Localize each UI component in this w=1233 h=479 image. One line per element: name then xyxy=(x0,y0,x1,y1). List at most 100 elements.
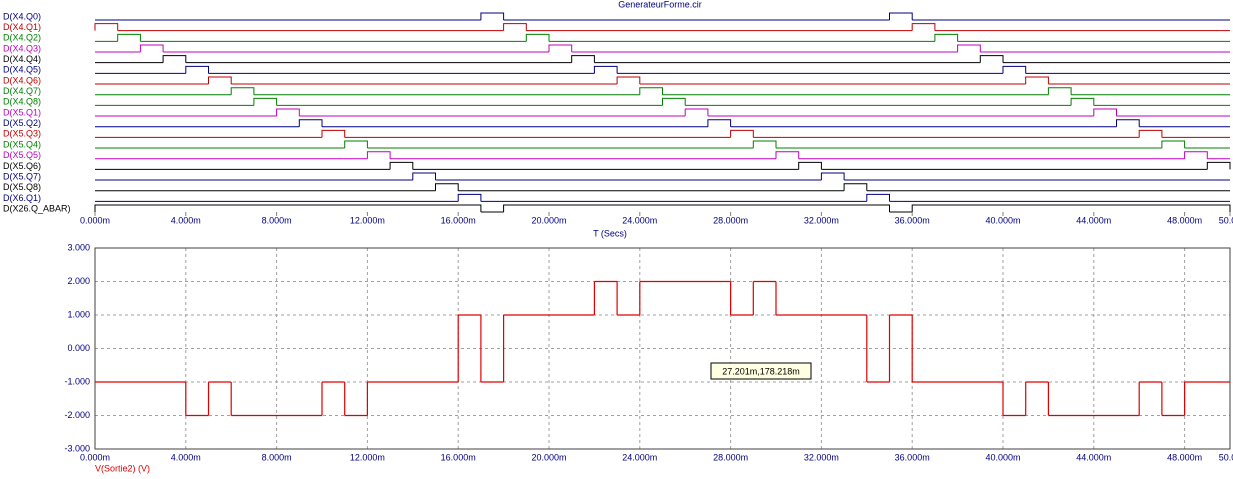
x-tick-label: 0.000m xyxy=(80,215,110,225)
pulse xyxy=(662,97,686,106)
y-tick-label: 2.000 xyxy=(67,276,90,286)
x-tick-label: 8.000m xyxy=(262,452,292,462)
x-axis-label: T (Secs) xyxy=(593,228,627,238)
pulse xyxy=(435,183,459,191)
pulse xyxy=(752,140,777,149)
pulse xyxy=(911,204,1231,213)
x-tick-label: 28.000m xyxy=(713,452,748,462)
signal-name: D(X5.Q3) xyxy=(3,129,41,139)
chart-title: GenerateurForme.cir xyxy=(618,0,702,9)
y-tick-label: -2.000 xyxy=(64,410,90,420)
annotation-box xyxy=(710,362,812,380)
signal-name: D(X4.Q7) xyxy=(3,86,41,96)
x-tick-label: 24.000m xyxy=(622,452,657,462)
pulse xyxy=(389,161,414,170)
pulse xyxy=(911,23,936,31)
pulse xyxy=(230,87,255,95)
pulse xyxy=(730,129,754,138)
signal-name: D(X26.Q_ABAR) xyxy=(3,203,71,213)
x-tick-label: 20.000m xyxy=(531,215,566,225)
signal-name: D(X4.Q5) xyxy=(3,65,41,75)
pulse xyxy=(707,119,732,127)
signal-name: D(X4.Q4) xyxy=(3,54,41,64)
y-tick-label: -3.000 xyxy=(64,443,90,453)
pulse xyxy=(185,65,209,74)
pulse xyxy=(480,12,505,20)
pulse xyxy=(934,33,959,42)
x-tick-label: 16.000m xyxy=(441,215,476,225)
x-tick-label: 48.000m xyxy=(1167,215,1202,225)
pulse xyxy=(548,44,573,53)
signal-name: D(X6.Q1) xyxy=(3,193,41,203)
x-tick-label: 0.000m xyxy=(80,452,110,462)
pulse xyxy=(503,23,527,31)
pulse xyxy=(1070,97,1095,106)
signal-name: D(X5.Q2) xyxy=(3,118,41,128)
x-tick-label: 4.000m xyxy=(171,452,201,462)
pulse xyxy=(1161,140,1186,149)
pulse xyxy=(979,55,1004,63)
y-tick-label: 3.000 xyxy=(67,242,90,252)
pulse xyxy=(775,151,800,159)
x-tick-label: 16.000m xyxy=(441,452,476,462)
pulse xyxy=(616,76,641,85)
x-tick-label: 36.000m xyxy=(895,452,930,462)
pulse xyxy=(593,65,618,74)
pulse xyxy=(139,44,164,53)
pulse xyxy=(639,87,663,95)
pulse xyxy=(798,161,822,170)
plot-frame xyxy=(94,247,1231,450)
signal-name: D(X4.Q3) xyxy=(3,43,41,53)
pulse xyxy=(571,55,595,63)
x-tick-label: 32.000m xyxy=(804,215,839,225)
signal-name: D(X5.Q1) xyxy=(3,107,41,117)
pulse xyxy=(94,204,482,213)
x-tick-label: 40.000m xyxy=(985,215,1020,225)
pulse xyxy=(117,33,141,42)
signal-name: D(X4.Q6) xyxy=(3,75,41,85)
signal-name: D(X5.Q5) xyxy=(3,150,41,160)
y-tick-label: 1.000 xyxy=(67,309,90,319)
x-tick-label: 20.000m xyxy=(531,452,566,462)
y-tick-label: -1.000 xyxy=(64,376,90,386)
x-tick-label: 28.000m xyxy=(713,215,748,225)
pulse xyxy=(1184,151,1208,159)
pulse xyxy=(503,204,890,213)
signal-name: D(X4.Q2) xyxy=(3,33,41,43)
x-tick-label: 8.000m xyxy=(262,215,292,225)
x-tick-label: 44.000m xyxy=(1076,215,1111,225)
signal-name: D(X5.Q6) xyxy=(3,161,41,171)
signal-name: D(X4.Q1) xyxy=(3,22,41,32)
x-tick-label: 50.00 xyxy=(1219,215,1233,225)
pulse xyxy=(1116,119,1140,127)
pulse xyxy=(525,33,550,42)
pulse xyxy=(253,97,278,106)
pulse xyxy=(1093,108,1117,117)
pulse xyxy=(1138,129,1163,138)
x-tick-label: 44.000m xyxy=(1076,452,1111,462)
x-tick-label: 12.000m xyxy=(350,452,385,462)
pulse xyxy=(843,183,868,191)
pulse xyxy=(1047,87,1072,95)
pulse xyxy=(866,193,890,202)
pulse xyxy=(684,108,709,117)
y-tick-label: 0.000 xyxy=(67,343,90,353)
pulse xyxy=(412,172,436,181)
x-tick-label: 32.000m xyxy=(804,452,839,462)
pulse xyxy=(94,23,119,31)
x-tick-label: 24.000m xyxy=(622,215,657,225)
signal-name: D(X5.Q4) xyxy=(3,139,41,149)
pulse xyxy=(162,55,187,63)
pulse xyxy=(366,151,391,159)
signal-name: D(X5.Q8) xyxy=(3,182,41,192)
pulse xyxy=(820,172,845,181)
x-tick-label: 48.000m xyxy=(1167,452,1202,462)
pulse xyxy=(298,119,323,127)
pulse xyxy=(1206,161,1231,170)
x-tick-label: 40.000m xyxy=(985,452,1020,462)
pulse xyxy=(344,140,368,149)
legend-label: V(Sortie2) (V) xyxy=(95,463,150,473)
signal-name: D(X4.Q8) xyxy=(3,97,41,107)
pulse xyxy=(889,12,913,20)
